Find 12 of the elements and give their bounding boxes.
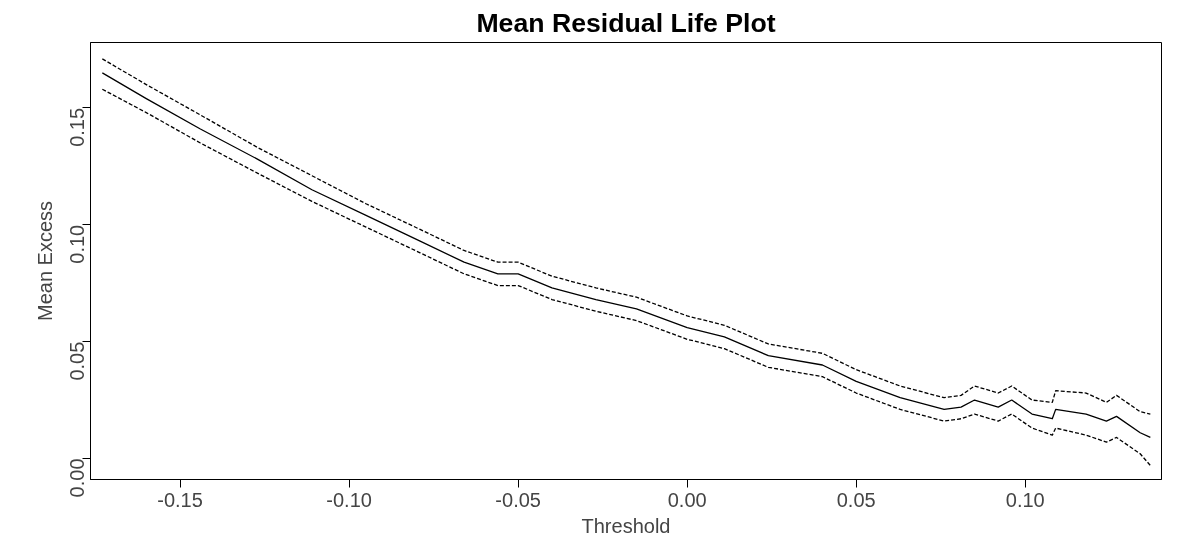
x-tick-label: 0.05 <box>836 488 876 511</box>
y-tick-label: 0.15 <box>66 107 89 147</box>
y-axis-title: Mean Excess <box>33 200 56 322</box>
x-tick-label: -0.15 <box>157 488 203 511</box>
y-tick-label: 0.10 <box>66 224 89 264</box>
x-tick-label: 0.00 <box>667 488 707 511</box>
x-axis-title: Threshold <box>581 514 671 537</box>
x-tick-label: -0.10 <box>326 488 372 511</box>
x-tick-label: -0.05 <box>495 488 541 511</box>
y-tick-label: 0.05 <box>66 341 89 381</box>
x-tick-label: 0.10 <box>1005 488 1045 511</box>
chart-title: Mean Residual Life Plot <box>476 7 776 38</box>
